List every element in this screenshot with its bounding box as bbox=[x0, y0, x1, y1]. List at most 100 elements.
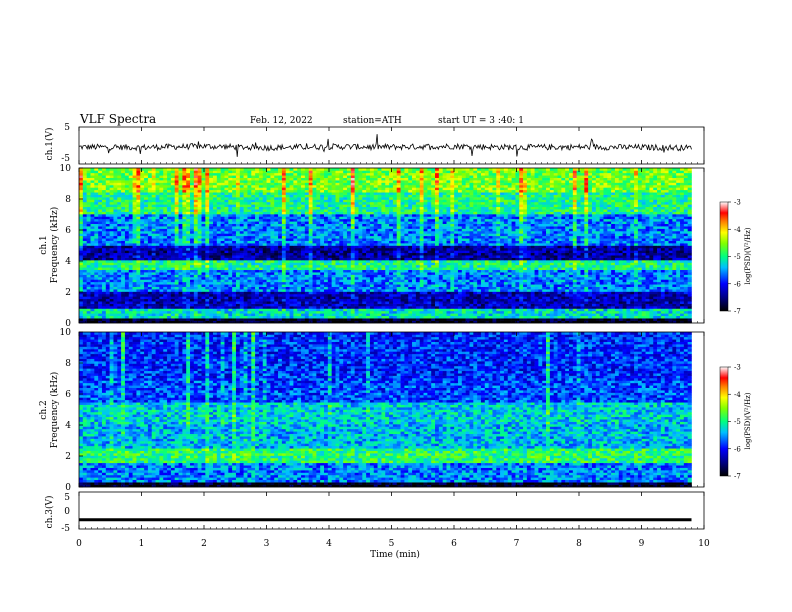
spectrogram-cell bbox=[124, 264, 130, 268]
spectrogram-cell bbox=[530, 279, 535, 283]
spectrogram-cell bbox=[526, 306, 532, 309]
spectrogram-cell bbox=[308, 296, 313, 300]
spectrogram-cell bbox=[645, 308, 650, 312]
spectrogram-cell bbox=[561, 276, 566, 280]
spectrogram-cell bbox=[178, 289, 183, 292]
spectrogram-cell bbox=[538, 255, 543, 258]
spectrogram-cell bbox=[270, 306, 275, 309]
spectrogram-cell bbox=[324, 320, 329, 324]
spectrogram-cell bbox=[82, 269, 87, 273]
spectrogram-cell bbox=[266, 250, 271, 254]
spectrogram-cell bbox=[243, 301, 248, 304]
spectrogram-cell bbox=[614, 260, 620, 263]
spectrogram-cell bbox=[117, 245, 122, 249]
spectrogram-cell bbox=[170, 284, 176, 287]
spectrogram-cell bbox=[660, 306, 666, 309]
spectrogram-cell bbox=[235, 252, 241, 256]
spectrogram-cell bbox=[653, 257, 658, 261]
spectrogram-cell bbox=[190, 296, 195, 300]
spectrogram-cell bbox=[266, 291, 271, 295]
spectrogram-cell bbox=[530, 286, 535, 290]
spectrogram-cell bbox=[266, 306, 271, 309]
spectrogram-cell bbox=[400, 315, 405, 319]
spectrogram-cell bbox=[377, 274, 382, 278]
spectrogram-cell bbox=[634, 279, 639, 283]
spectrogram-cell bbox=[480, 293, 486, 297]
spectrogram-cell bbox=[595, 272, 600, 275]
spectrogram-cell bbox=[657, 306, 662, 309]
spectrogram-cell bbox=[132, 310, 137, 314]
spectrogram-cell bbox=[668, 262, 673, 266]
spectrogram-cell bbox=[427, 320, 432, 324]
spectrogram-cell bbox=[530, 301, 535, 304]
spectrogram-cell bbox=[595, 286, 600, 290]
spectrogram-cell bbox=[389, 250, 394, 254]
spectrogram-cell bbox=[576, 276, 581, 280]
spectrogram-cell bbox=[630, 276, 635, 280]
spectrogram-cell bbox=[542, 267, 547, 271]
spectrogram-cell bbox=[473, 267, 478, 271]
spectrogram-cell bbox=[86, 286, 91, 290]
spectrogram-cell bbox=[473, 255, 478, 258]
spectrogram-cell bbox=[270, 308, 275, 312]
spectrogram-cell bbox=[121, 267, 126, 271]
spectrogram-cell bbox=[155, 320, 160, 324]
spectrogram-cell bbox=[389, 296, 394, 300]
spectrogram-cell bbox=[343, 260, 348, 263]
spectrogram-cell bbox=[484, 286, 489, 290]
spectrogram-cell bbox=[672, 257, 677, 261]
spectrogram-cell bbox=[216, 315, 221, 319]
spectrogram-cell bbox=[201, 293, 206, 297]
spectrogram-cell bbox=[362, 289, 367, 292]
spectrogram-cell bbox=[369, 310, 375, 314]
spectrogram-cell bbox=[385, 308, 390, 312]
spectrogram-cell bbox=[649, 313, 654, 317]
spectrogram-cell bbox=[576, 279, 581, 283]
spectrogram-cell bbox=[358, 262, 363, 266]
spectrogram-cell bbox=[350, 279, 355, 283]
spectrogram-cell bbox=[415, 262, 421, 266]
spectrogram-cell bbox=[182, 308, 187, 312]
spectrogram-cell bbox=[553, 272, 558, 275]
spectrogram-cell bbox=[649, 267, 654, 271]
spectrogram-cell bbox=[465, 306, 470, 309]
spectrogram-cell bbox=[515, 291, 520, 295]
spectrogram-cell bbox=[354, 274, 359, 278]
spectrogram-cell bbox=[147, 260, 153, 263]
spectrogram-cell bbox=[86, 269, 91, 273]
spectrogram-cell bbox=[641, 260, 646, 263]
spectrogram-cell bbox=[591, 250, 597, 254]
spectrogram-cell bbox=[450, 296, 455, 300]
spectrogram-cell bbox=[366, 310, 371, 314]
spectrogram-cell bbox=[109, 320, 114, 324]
spectrogram-cell bbox=[343, 264, 348, 268]
spectrogram-cell bbox=[396, 293, 401, 297]
spectrogram-cell bbox=[549, 289, 554, 292]
spectrogram-cell bbox=[415, 296, 421, 300]
spectrogram-cell bbox=[262, 260, 267, 263]
spectrogram-cell bbox=[680, 301, 685, 304]
spectrogram-cell bbox=[588, 255, 593, 258]
spectrogram-cell bbox=[435, 296, 440, 300]
spectrogram-cell bbox=[442, 296, 447, 300]
spectrogram-cell bbox=[676, 267, 681, 271]
spectrogram-cell bbox=[136, 296, 141, 300]
spectrogram-cell bbox=[446, 272, 451, 275]
spectrogram-cell bbox=[121, 257, 126, 261]
spectrogram-cell bbox=[362, 276, 367, 280]
spectrogram-cell bbox=[212, 274, 218, 278]
spectrogram-cell bbox=[140, 255, 145, 258]
spectrogram-cell bbox=[304, 301, 309, 304]
spectrogram-cell bbox=[469, 293, 474, 297]
spectrogram-cell bbox=[488, 289, 493, 292]
spectrogram-cell bbox=[136, 250, 141, 254]
spectrogram-cell bbox=[132, 281, 137, 285]
spectrogram-cell bbox=[366, 276, 371, 280]
spectrogram-cell bbox=[412, 301, 417, 304]
spectrogram-cell bbox=[228, 301, 233, 304]
spectrogram-cell bbox=[477, 310, 482, 314]
spectrogram-cell bbox=[239, 308, 244, 312]
spectrogram-cell bbox=[454, 284, 459, 287]
spectrogram-cell bbox=[634, 250, 639, 254]
spectrogram-cell bbox=[327, 284, 332, 287]
